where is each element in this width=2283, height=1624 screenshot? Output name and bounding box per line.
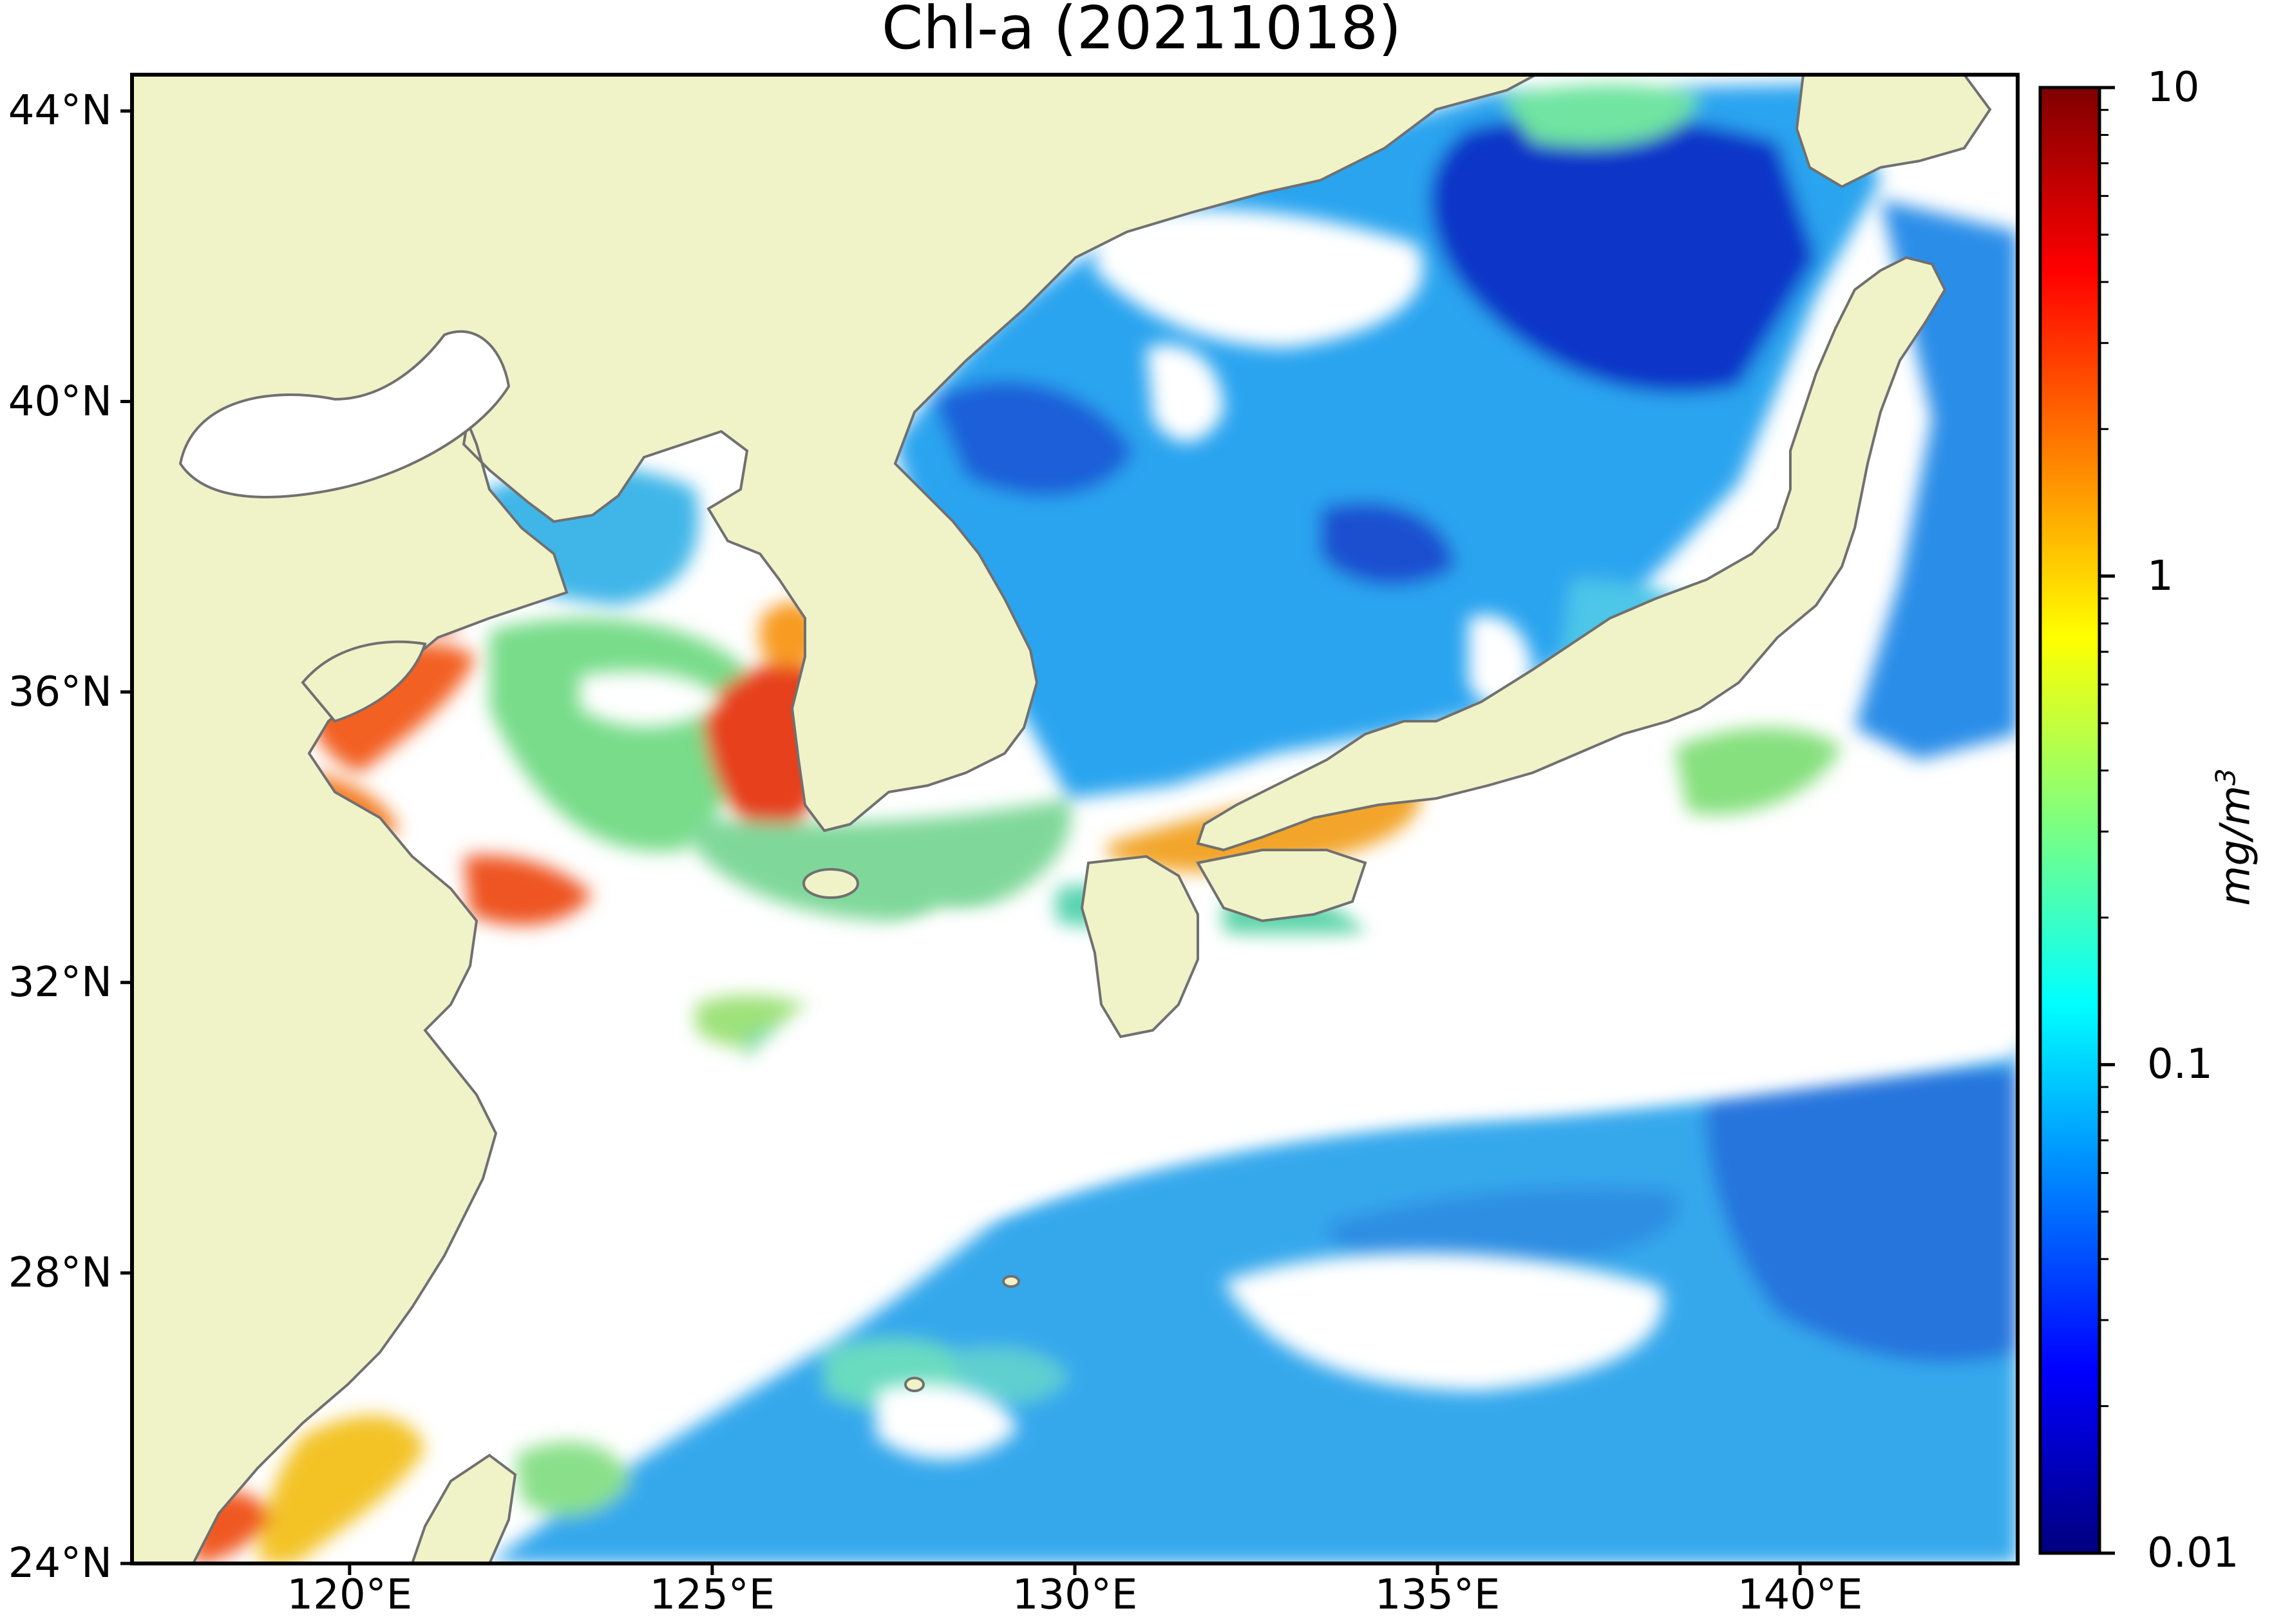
cloud-mask-layer — [580, 209, 2018, 1460]
lon-label: 130°E — [1012, 1571, 1138, 1619]
colorbar-unit-exponent: 3 — [2210, 768, 2242, 786]
lat-label: 36°N — [8, 668, 112, 716]
lat-label: 40°N — [8, 377, 112, 426]
lat-label: 24°N — [8, 1540, 112, 1587]
lon-label: 120°E — [287, 1571, 413, 1619]
land-hokkaido — [1795, 75, 1992, 189]
land-jeju — [802, 868, 859, 899]
land-amami — [1002, 1275, 1020, 1288]
colorbar-unit: mg/m — [2212, 785, 2260, 906]
colorbar-tick-label: 0.1 — [2147, 1041, 2213, 1089]
colorbar-gradient — [2040, 88, 2099, 1553]
land-layer — [132, 75, 1992, 1563]
land-kyushu — [1080, 854, 1199, 1039]
land-honshu — [1196, 256, 1947, 852]
land-okinawa — [904, 1377, 925, 1392]
colorbar-title: mg/m3 — [2210, 768, 2259, 906]
map-title: Chl-a (20211018) — [882, 0, 1401, 62]
colorbar-frame — [2038, 86, 2101, 1555]
lon-label: 125°E — [649, 1571, 775, 1619]
land-bohai-shore — [178, 330, 511, 498]
colorbar-tick-label: 0.01 — [2147, 1529, 2239, 1577]
colorbar-tick-label: 10 — [2147, 64, 2200, 111]
colorbar-tick-marks — [2099, 86, 2115, 1555]
lon-label: 140°E — [1737, 1571, 1863, 1619]
land-mainland — [132, 75, 1537, 1563]
colorbar-tick-label: 1 — [2147, 552, 2174, 600]
lon-label: 135°E — [1374, 1571, 1501, 1619]
lon-tick-marks — [348, 1563, 1802, 1575]
land-taiwan — [410, 1453, 517, 1563]
lat-tick-marks — [120, 109, 132, 1565]
lat-label: 28°N — [8, 1249, 112, 1297]
land-shandong-coast — [301, 640, 427, 723]
lat-label: 32°N — [8, 958, 112, 1006]
land-shikoku — [1195, 849, 1367, 923]
lat-label: 44°N — [8, 87, 112, 135]
